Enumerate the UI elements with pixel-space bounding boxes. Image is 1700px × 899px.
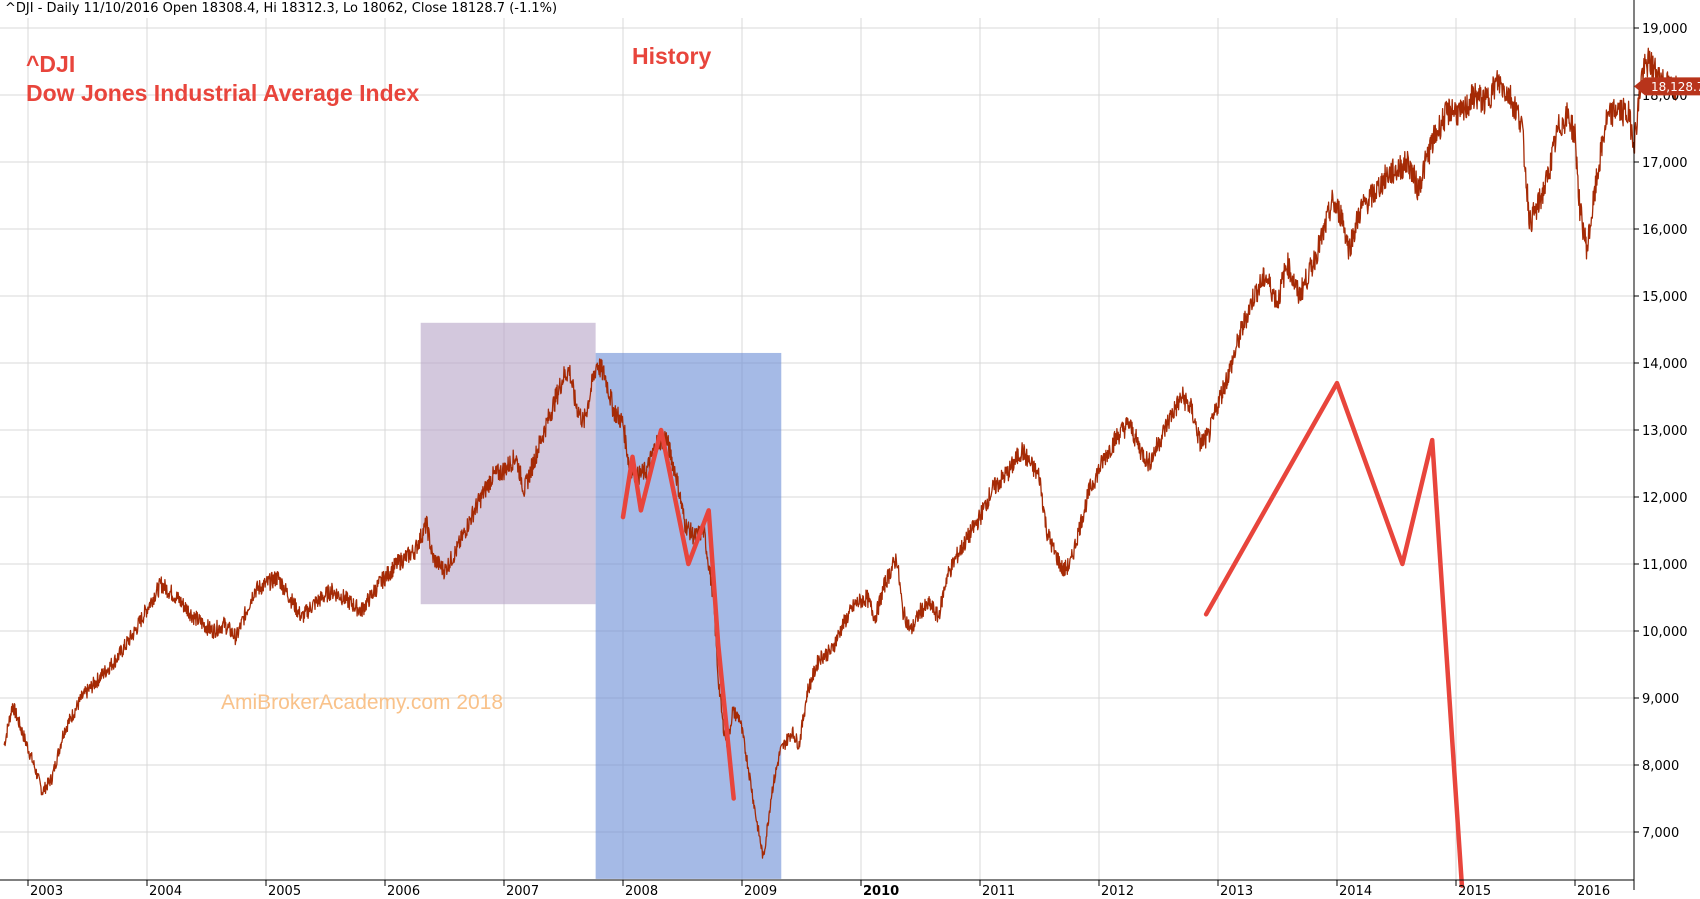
x-tick-label: 2003 xyxy=(30,884,63,899)
x-tick-label: 2008 xyxy=(625,884,658,899)
x-tick-label: 2012 xyxy=(1101,884,1134,899)
y-tick-label: 17,000 xyxy=(1642,156,1688,171)
x-tick-label: 2009 xyxy=(744,884,777,899)
y-tick-label: 19,000 xyxy=(1642,22,1688,37)
last-value-tag-shape xyxy=(1634,77,1700,96)
price-series-line xyxy=(3,47,1678,859)
y-tick-label: 11,000 xyxy=(1642,558,1688,573)
index-name-label: Dow Jones Industrial Average Index xyxy=(26,80,419,106)
x-tick-label: 2006 xyxy=(387,884,420,899)
y-tick-label: 14,000 xyxy=(1642,357,1688,372)
x-tick-label: 2005 xyxy=(268,884,301,899)
y-tick-label: 15,000 xyxy=(1642,290,1688,305)
red-annotation-line xyxy=(1203,380,1465,888)
red-annotation-line xyxy=(620,427,736,801)
watermark: AmiBrokerAcademy.com 2018 xyxy=(221,691,503,714)
x-axis-ticks: 2003 2004 2005 2006 2007 2008 2009 2010 2011 2012… xyxy=(27,880,1610,899)
y-axis-ticks: 7,000 8,000 9,000 10,000 11,000 12,000 13,000 1… xyxy=(1634,22,1688,841)
last-value-text: 18,128.7 xyxy=(1651,80,1700,94)
y-tick-label: 9,000 xyxy=(1642,692,1679,707)
y-tick-label: 12,000 xyxy=(1642,491,1688,506)
x-tick-label: 2014 xyxy=(1339,884,1372,899)
y-tick-label: 7,000 xyxy=(1642,826,1679,841)
annotation-lines xyxy=(620,380,1465,888)
ticker-label: ^DJI xyxy=(26,51,75,77)
last-value-tag: 18,128.7 xyxy=(1634,77,1700,96)
x-tick-label: 2007 xyxy=(506,884,539,899)
y-tick-label: 8,000 xyxy=(1642,759,1679,774)
history-label: History xyxy=(632,43,711,69)
x-tick-label: 2011 xyxy=(982,884,1015,899)
y-tick-label: 13,000 xyxy=(1642,424,1688,439)
y-tick-label: 16,000 xyxy=(1642,223,1688,238)
chart-header: ^DJI - Daily 11/10/2016 Open 18308.4, Hi… xyxy=(5,1,557,16)
y-tick-label: 10,000 xyxy=(1642,625,1688,640)
x-tick-label: 2016 xyxy=(1577,884,1610,899)
x-tick-label: 2015 xyxy=(1458,884,1491,899)
x-tick-label: 2004 xyxy=(149,884,182,899)
x-tick-label: 2013 xyxy=(1220,884,1253,899)
y-grid xyxy=(0,27,1634,833)
x-tick-label: 2010 xyxy=(863,884,899,899)
